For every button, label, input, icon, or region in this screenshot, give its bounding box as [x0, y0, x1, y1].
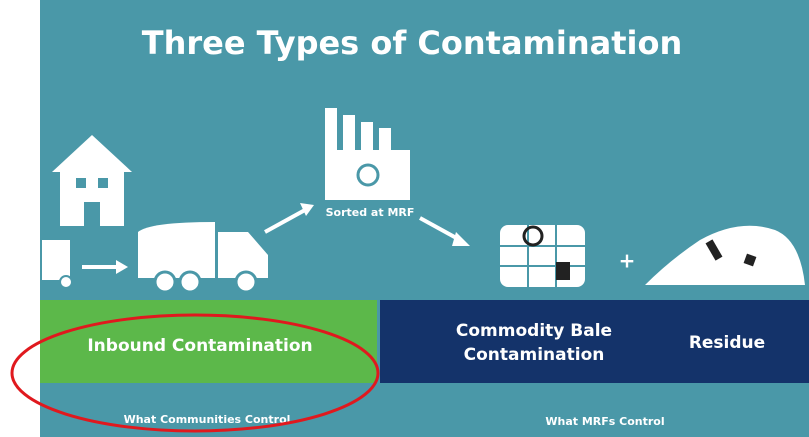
mrf-box	[380, 300, 809, 383]
arrow	[264, 208, 306, 234]
title: Three Types of Contamination	[142, 24, 683, 62]
bin-icon	[42, 240, 73, 289]
plus-sign: +	[619, 249, 636, 273]
arrow-head	[452, 232, 470, 246]
arrow-head	[116, 260, 128, 274]
commodity-label: Contamination	[464, 345, 605, 365]
mrfs-control: What MRFs Control	[545, 415, 664, 428]
arrow	[419, 216, 461, 242]
residue-label: Residue	[689, 333, 765, 353]
residue-icon	[645, 225, 805, 285]
inbound-label: Inbound Contamination	[87, 336, 312, 356]
sorted-label: Sorted at MRF	[326, 206, 415, 219]
highlight-ellipse	[10, 313, 380, 433]
truck-icon	[138, 222, 268, 294]
house-icon	[52, 135, 132, 226]
bale-icon	[500, 225, 585, 287]
commodity-label: Commodity Bale	[456, 321, 612, 341]
arrow-head	[300, 203, 314, 216]
factory-icon	[325, 108, 410, 200]
communities-control: What Communities Control	[124, 413, 291, 426]
